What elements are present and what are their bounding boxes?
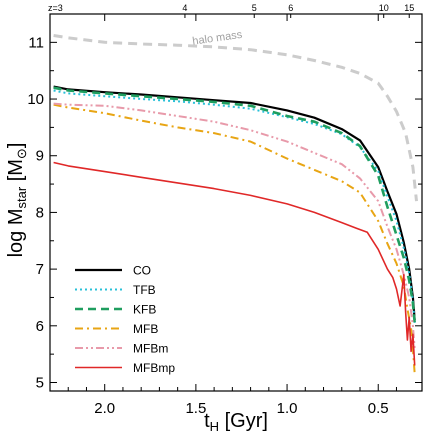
y-tick-label: 8 — [36, 204, 44, 221]
y-tick-label: 11 — [28, 34, 44, 51]
legend-label-mfbmp: MFBmp — [133, 361, 175, 375]
annotation-layer: halo mass — [192, 29, 244, 48]
x-tick-label: 0.5 — [368, 400, 389, 417]
legend-label-tfb: TFB — [133, 283, 156, 297]
top-axis-label: 15 — [404, 3, 414, 13]
series-line-tfb — [53, 89, 416, 324]
plot-frame — [49, 13, 423, 392]
series-line-mfbmp — [53, 161, 416, 366]
top-axis-label: z=3 — [48, 3, 63, 13]
series-line-kfb — [53, 86, 416, 324]
y-tick-label: 6 — [36, 318, 44, 335]
series-line-co — [53, 85, 416, 321]
halo-mass-label: halo mass — [192, 29, 244, 48]
y-tick-label: 7 — [36, 261, 44, 278]
y-tick-label: 9 — [36, 148, 44, 165]
series-line-halo — [53, 34, 418, 202]
top-axis-label: 4 — [182, 3, 187, 13]
top-axis-label: 6 — [288, 3, 293, 13]
legend-label-mfbm: MFBm — [133, 342, 168, 356]
x-tick-label: 1.0 — [277, 400, 298, 417]
x-tick-label: 2.0 — [94, 400, 115, 417]
y-axis-title-main: log M — [5, 209, 27, 258]
x-axis-title-sub: H — [210, 419, 219, 434]
x-tick-label: 1.5 — [185, 400, 206, 417]
y-axis-title-unit-close: ] — [5, 143, 27, 149]
x-axis-title-main: t — [204, 410, 210, 432]
axis-labels: tH [Gyr] log Mstar [M⊙] — [5, 143, 268, 434]
y-tick-label: 5 — [36, 374, 44, 391]
series-layer — [53, 34, 418, 375]
y-axis-title-unit-sub: ⊙ — [14, 148, 29, 159]
legend: CO TFB KFB MFB MFBm MFBmp — [75, 264, 175, 375]
x-axis-title-unit: [Gyr] — [219, 410, 268, 432]
legend-label-mfb: MFB — [133, 322, 158, 336]
legend-label-kfb: KFB — [133, 303, 156, 317]
y-axis-title: log Mstar [M⊙] — [5, 143, 29, 258]
y-tick-label: 10 — [27, 91, 44, 108]
top-axis-label: 10 — [379, 3, 389, 13]
y-axis-title-sub: star — [14, 186, 29, 208]
legend-label-co: CO — [133, 264, 151, 278]
ticks-layer: 2.0 1.5 1.0 0.5 5 6 7 8 9 10 11 z=3 4 5 6 10 15 — [27, 3, 422, 417]
top-axis-label: 5 — [252, 3, 257, 13]
x-axis-title: tH [Gyr] — [204, 410, 268, 434]
y-axis-title-unit: [M — [5, 159, 27, 187]
